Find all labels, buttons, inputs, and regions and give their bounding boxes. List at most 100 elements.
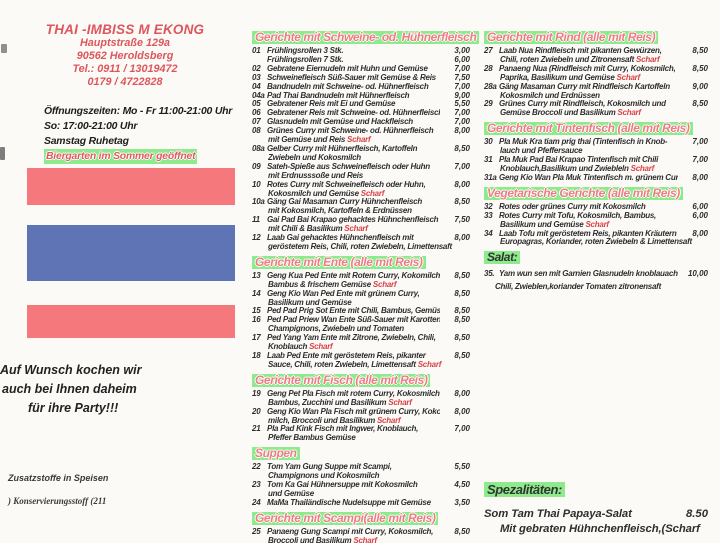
item-number: 30	[484, 137, 493, 147]
item-price: 8,00	[692, 228, 708, 238]
menu-item: 18 Laab Ped Ente mit geröstetem Reis, pik…	[252, 351, 470, 370]
scharf-label: Scharf	[358, 189, 385, 198]
item-description-line2: mit Kokosmilch, Kartoffeln & Erdnüssen	[268, 207, 412, 216]
menu-item: 03 Schweinefleisch Süß-Sauer mit Gemüse &…	[252, 72, 470, 83]
item-name: Ped Pad Priew Wan Ente Süß-Sauer mit Kar…	[267, 316, 440, 325]
item-price: 7,00	[692, 155, 708, 165]
section-header: Salat:	[484, 248, 708, 266]
menu-item: 15 Ped Pad Prig Sot Ente mit Chili, Bambu…	[252, 307, 470, 316]
menu-item: 06 Gebratener Reis mit Schweine- od. Hühn…	[252, 108, 470, 118]
item-number: 01	[252, 46, 261, 55]
item-description-line2: lauch und Pfeffersauce	[500, 147, 583, 156]
item-price: 8,50	[454, 288, 470, 298]
item-number: 16	[252, 315, 261, 325]
menu-item: 08 Grünes Curry mit Schweine- od. Hühnerf…	[252, 126, 470, 145]
item-description-line2: geröstetem Reis, Chili, roten Zwiebeln, …	[268, 242, 452, 251]
item-number: 13	[252, 270, 261, 280]
item-number: 35.	[484, 269, 495, 279]
item-number: 15	[252, 306, 261, 316]
item-description-line2: Basilikum und Gemüse	[268, 298, 352, 307]
item-description-line2: Basilikum und Gemüse Scharf	[500, 220, 609, 229]
scharf-label: Scharf	[614, 73, 641, 82]
menu-item: 31a Geng Kio Wan Pla Muk Tintenfisch m. g…	[484, 172, 708, 183]
scan-artifact	[0, 147, 5, 160]
restaurant-name: THAI -IMBISS M EKONG	[45, 22, 205, 37]
item-name: Frühlingsrollen 7 Stk.	[267, 55, 344, 64]
menu-section: Gerichte mit Scampi(alle mit Reis) 25 Pana…	[252, 509, 470, 543]
item-number: 05	[252, 99, 261, 109]
item-name: Ped Yang Yam Ente mit Zitrone, Zwiebeln,…	[267, 334, 436, 343]
scharf-label: Scharf	[345, 136, 371, 145]
item-price: 10,00	[687, 269, 708, 279]
item-description-line2: mit Chili & Basilikum Scharf	[268, 225, 368, 234]
item-number: 31a	[484, 172, 497, 182]
item-price: 8,50	[454, 306, 470, 316]
item-name: Panaeng Nua (Rindfleisch mit Curry, Koko…	[499, 64, 676, 73]
address-city: 90562 Heroldsberg	[76, 50, 174, 62]
scharf-label: Scharf	[375, 416, 401, 425]
hours-line-2: So: 17:00-21:00 Uhr	[44, 121, 138, 132]
menu-section: Gerichte mit Fisch (alle mit Reis) 19 Geng…	[252, 371, 470, 443]
scharf-label: Scharf	[386, 398, 412, 407]
item-name: Gäng Gai Masaman Curry Hühnchenfleisch	[267, 198, 422, 207]
menu-item: 04 Bandnudeln mit Schweine- od. Hühnerfle…	[252, 81, 470, 92]
item-price: 6,00	[454, 54, 470, 64]
item-name: Panaeng Gung Scampi mit Curry, Kokosmilc…	[267, 527, 434, 536]
item-description-line2: Champignons, Zwiebeln und Tomaten	[268, 325, 404, 334]
item-description-line2: Knoblauch,Basilikum und Zwiebleln Scharf	[500, 164, 655, 173]
menu-section: Gerichte mit Tintenfisch (alle mit Reis)…	[484, 119, 708, 183]
item-name: Gäng Masaman Curry mit Rindfleisch Karto…	[499, 82, 670, 91]
scharf-label: Scharf	[634, 55, 660, 64]
phone-number-2: 0179 / 4722828	[87, 76, 163, 88]
menu-item: 09 Sateh-Spieße aus Schweinefleisch oder …	[252, 162, 470, 181]
item-price: 9,00	[454, 90, 470, 100]
item-name: Tom Ka Gai Hühnersuppe mit Kokosmilch	[267, 481, 418, 490]
item-price: 6,00	[692, 201, 708, 211]
item-description-line2: Bambus & frischem Gemüse Scharf	[268, 280, 397, 289]
item-number: 17	[252, 333, 261, 343]
item-name: Gebratener Reis mit Ei und Gemüse	[267, 100, 396, 109]
item-number: 03	[252, 72, 261, 82]
scharf-label: Scharf	[583, 220, 609, 229]
menu-item: 25 Panaeng Gung Scampi mit Curry, Kokosmi…	[252, 527, 470, 543]
item-number: 21	[252, 424, 261, 434]
item-description-line2: Chili, roten Zwiebeln und Zitronensaft S…	[500, 55, 660, 64]
menu-item: 27 Laab Nua Rindfleisch mit pikanten Gewü…	[484, 46, 708, 65]
item-description-line2: Chili, Zwieblen,koriander Tomaten zitron…	[495, 282, 662, 292]
item-description-line2: Champignons und Kokosmilch	[268, 472, 380, 481]
menu-item: 34 Laab Tofu mit geröstetem Reis, pikante…	[484, 228, 708, 248]
item-number: 22	[252, 462, 261, 472]
item-number: 11	[252, 215, 260, 225]
scharf-label: Scharf	[351, 536, 377, 543]
thai-flag-stripe-red-top	[27, 168, 235, 205]
item-price: 7,00	[454, 108, 470, 118]
item-price: 8,50	[454, 197, 470, 207]
item-price: 8,00	[454, 406, 470, 416]
menu-section: Gerichte mit Rind (alle mit Reis) 27 Laab …	[484, 28, 708, 118]
menu-item: 24 MaMa Thailändische Nudelsuppe mit Gemü…	[252, 498, 470, 508]
menu-item: 04a Pad Thai Bandnudeln mit Hühnerfleisch…	[252, 90, 470, 101]
item-price: 4,50	[454, 480, 470, 490]
item-description-line2: mit Erdnusssoße und Reis	[268, 171, 363, 180]
menu-item: 20 Geng Kio Wan Pla Fisch mit grünem Curr…	[252, 406, 470, 426]
item-name: Bandnudeln mit Schweine- od. Hühnerfleis…	[267, 82, 429, 91]
item-number: 27	[484, 46, 493, 55]
item-price: 8,00	[454, 126, 470, 136]
item-description-line2: und Gemüse	[268, 489, 314, 498]
menu-item: 32 Rotes oder grünes Curry mit Kokosmilch…	[484, 201, 708, 212]
section-header: Gerichte mit Fisch (alle mit Reis)	[252, 371, 470, 389]
item-number: 04	[252, 81, 261, 91]
item-name: Frühlingsrollen 3 Stk.	[267, 47, 344, 55]
item-name: Som Tam Thai Papaya-Salat	[484, 508, 632, 521]
menu-item: 31 Pla Muk Pad Bai Krapao Tintenfisch mit…	[484, 155, 708, 174]
item-price: 7,00	[454, 81, 470, 91]
item-name: MaMa Thailändische Nudelsuppe mit Gemüse	[267, 498, 431, 507]
party-line-3: für ihre Party!!!	[28, 401, 119, 415]
menu-item: 30 Pla Muk Kra tiam prig thai (Tintenfisc…	[484, 137, 708, 156]
item-price: 8,50	[454, 270, 470, 280]
menu-item: Som Tam Thai Papaya-Salat 8.50 Mit gebrate…	[484, 507, 708, 536]
item-name: Pla Muk Pad Bai Krapao Tintenfisch mit C…	[499, 156, 659, 165]
item-name: Rotes Curry mit Schweinefleisch oder Huh…	[267, 180, 426, 189]
item-price: 8,50	[692, 99, 708, 109]
